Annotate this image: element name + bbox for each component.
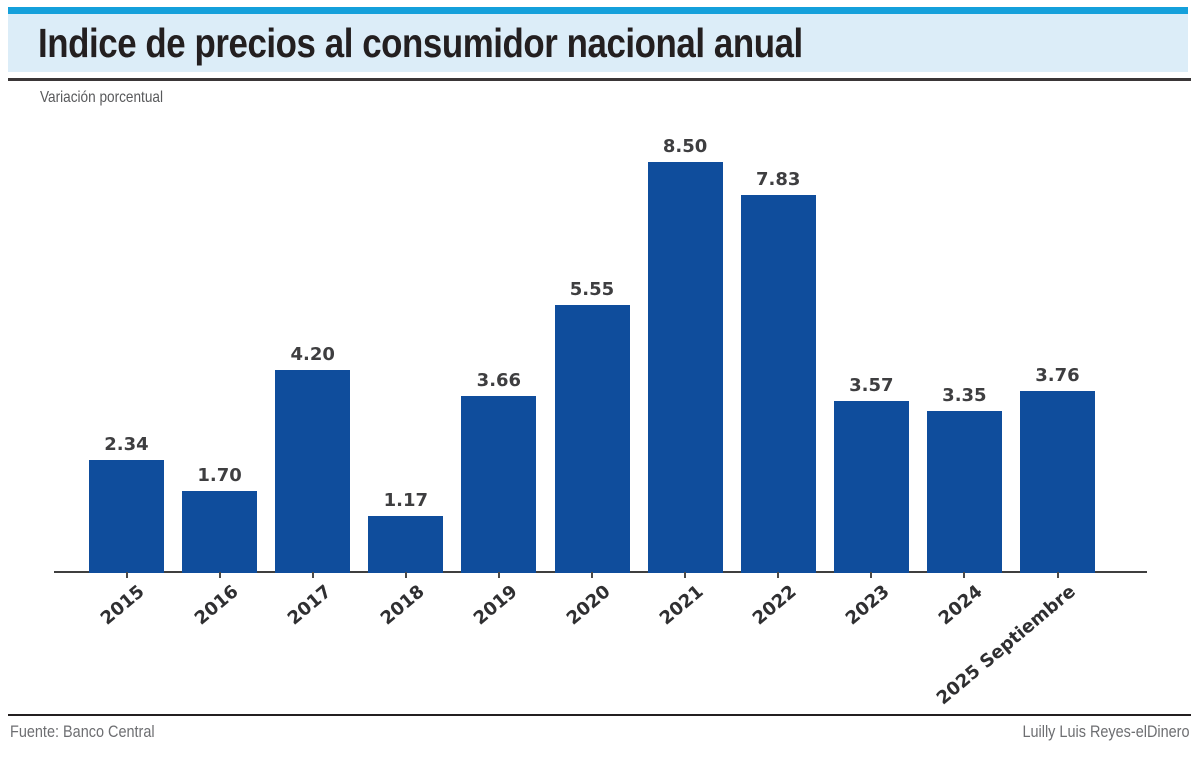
- x-axis-tick: [684, 572, 687, 578]
- bar: [182, 491, 258, 573]
- x-tick-label: 2015: [97, 581, 149, 630]
- bar-value-label: 3.66: [476, 370, 522, 391]
- x-axis-tick: [963, 572, 966, 578]
- x-tick-label: 2021: [655, 581, 708, 630]
- x-tick-label: 2022: [748, 581, 801, 630]
- x-axis-tick: [218, 572, 221, 578]
- bar-value-label: 5.55: [569, 279, 615, 300]
- x-axis-tick: [125, 572, 128, 578]
- x-axis-tick: [591, 572, 593, 578]
- chart-subtitle-label: Variación porcentual: [40, 89, 163, 106]
- x-tick-label: 2024: [935, 581, 987, 630]
- footer-divider: [8, 714, 1191, 716]
- bar-value-label: 1.70: [197, 465, 242, 486]
- bar-value-label: 3.57: [849, 375, 894, 396]
- bar: [461, 396, 537, 573]
- source-credit: Fuente: Banco Central: [10, 722, 180, 742]
- x-axis-tick: [1056, 572, 1059, 578]
- bar-value-label: 3.35: [942, 385, 987, 406]
- x-axis-tick: [777, 572, 780, 578]
- bar-value-label: 7.83: [755, 169, 801, 190]
- accent-strip: [8, 7, 1188, 14]
- x-axis-tick: [870, 572, 873, 578]
- x-tick-label: 2018: [376, 581, 429, 630]
- bar: [89, 460, 164, 573]
- bar: [740, 195, 816, 573]
- bar-value-label: 2.34: [104, 434, 149, 455]
- x-axis-tick: [497, 572, 500, 578]
- bar: [647, 162, 723, 573]
- bar-value-label: 4.20: [290, 344, 335, 365]
- bar: [554, 305, 630, 573]
- x-tick-label: 2017: [283, 581, 336, 630]
- bar-value-label: 3.76: [1035, 365, 1080, 386]
- title-band: Indice de precios al consumidor nacional…: [8, 14, 1188, 72]
- x-tick-label: 2023: [841, 581, 894, 630]
- bar: [926, 411, 1002, 573]
- bar: [1020, 391, 1095, 573]
- chart-subtitle: Variación porcentual: [40, 89, 185, 107]
- header-divider: [8, 78, 1191, 81]
- x-axis-tick: [404, 572, 407, 578]
- page-title: Indice de precios al consumidor nacional…: [38, 19, 803, 66]
- x-tick-label: 2016: [190, 581, 243, 630]
- source-credit-label: Fuente: Banco Central: [10, 722, 155, 741]
- author-credit: Luilly Luis Reyes-elDinero: [993, 722, 1190, 742]
- bar: [368, 516, 444, 573]
- x-tick-label: 2020: [562, 581, 615, 630]
- author-credit-label: Luilly Luis Reyes-elDinero: [1022, 722, 1190, 741]
- bar-value-label: 8.50: [662, 136, 708, 157]
- x-axis-tick: [311, 572, 314, 578]
- bar: [833, 401, 909, 573]
- bar-value-label: 1.17: [383, 490, 428, 511]
- x-tick-label: 2019: [469, 581, 522, 630]
- bar: [275, 370, 351, 573]
